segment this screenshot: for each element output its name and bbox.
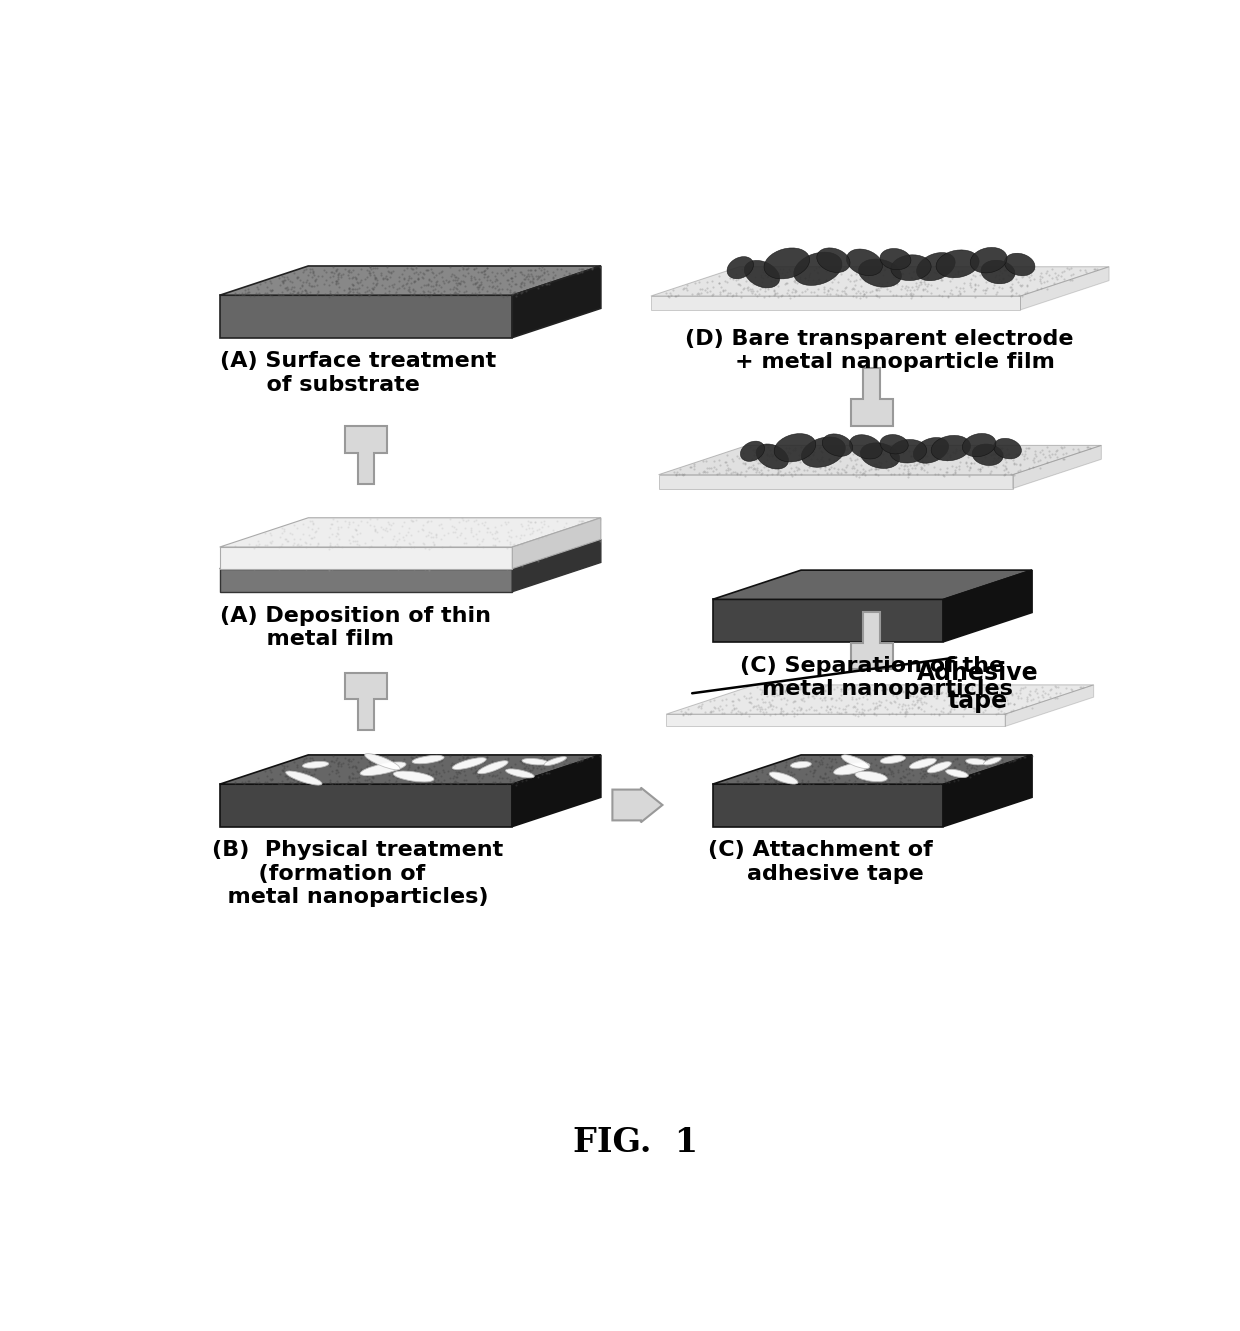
Polygon shape <box>944 570 1032 642</box>
Ellipse shape <box>727 257 754 278</box>
Text: (C) Separation of the
    metal nanoparticles: (C) Separation of the metal nanoparticle… <box>730 656 1013 699</box>
Polygon shape <box>219 547 512 568</box>
Polygon shape <box>512 755 601 827</box>
Text: (A) Surface treatment
      of substrate: (A) Surface treatment of substrate <box>219 351 496 395</box>
Ellipse shape <box>801 437 846 467</box>
Ellipse shape <box>880 249 911 270</box>
Polygon shape <box>666 685 1094 715</box>
Ellipse shape <box>412 756 444 764</box>
Polygon shape <box>658 446 1101 475</box>
Ellipse shape <box>522 759 548 765</box>
Ellipse shape <box>931 435 971 461</box>
Ellipse shape <box>453 757 486 769</box>
Text: Adhesive
tape: Adhesive tape <box>918 662 1039 713</box>
Polygon shape <box>512 518 601 568</box>
Polygon shape <box>666 715 1006 727</box>
Ellipse shape <box>764 248 810 280</box>
Polygon shape <box>851 612 893 669</box>
Text: (A) Deposition of thin
      metal film: (A) Deposition of thin metal film <box>219 606 491 648</box>
Ellipse shape <box>1004 253 1035 276</box>
Ellipse shape <box>769 772 799 784</box>
Polygon shape <box>944 755 1032 827</box>
Ellipse shape <box>744 261 780 287</box>
Ellipse shape <box>858 260 901 287</box>
Ellipse shape <box>774 434 816 462</box>
Ellipse shape <box>756 445 789 469</box>
Polygon shape <box>345 426 387 484</box>
Polygon shape <box>658 475 1013 488</box>
Ellipse shape <box>946 769 968 777</box>
Text: (B)  Physical treatment
      (formation of
  metal nanoparticles): (B) Physical treatment (formation of met… <box>212 840 503 906</box>
Ellipse shape <box>983 757 1001 765</box>
Polygon shape <box>713 599 944 642</box>
Polygon shape <box>1021 266 1109 310</box>
Ellipse shape <box>393 771 434 781</box>
Ellipse shape <box>847 249 883 276</box>
Ellipse shape <box>791 761 811 768</box>
Polygon shape <box>219 568 512 592</box>
Polygon shape <box>219 266 601 295</box>
Text: (C) Attachment of
    adhesive tape: (C) Attachment of adhesive tape <box>708 840 932 884</box>
Ellipse shape <box>936 250 980 278</box>
Polygon shape <box>219 295 512 338</box>
Ellipse shape <box>285 771 322 785</box>
Ellipse shape <box>861 443 899 469</box>
Polygon shape <box>651 295 1021 310</box>
Polygon shape <box>651 266 1109 295</box>
Polygon shape <box>713 784 944 827</box>
Ellipse shape <box>962 434 996 457</box>
Ellipse shape <box>303 761 329 768</box>
Ellipse shape <box>544 756 567 765</box>
Ellipse shape <box>972 445 1003 466</box>
Polygon shape <box>1013 446 1101 488</box>
Ellipse shape <box>740 441 765 462</box>
Ellipse shape <box>914 438 949 463</box>
Ellipse shape <box>928 761 951 773</box>
Polygon shape <box>713 570 1032 599</box>
Ellipse shape <box>909 759 936 769</box>
Polygon shape <box>512 266 601 338</box>
Polygon shape <box>1006 685 1094 727</box>
Text: FIG.  1: FIG. 1 <box>573 1126 698 1159</box>
Ellipse shape <box>794 252 842 285</box>
Ellipse shape <box>506 769 534 777</box>
Polygon shape <box>851 369 893 426</box>
Ellipse shape <box>916 253 955 281</box>
Polygon shape <box>613 788 662 823</box>
Ellipse shape <box>365 753 401 769</box>
Polygon shape <box>713 755 1032 784</box>
Polygon shape <box>512 539 601 592</box>
Ellipse shape <box>981 261 1014 284</box>
Ellipse shape <box>993 438 1022 459</box>
Ellipse shape <box>970 248 1007 273</box>
Polygon shape <box>219 755 601 784</box>
Ellipse shape <box>849 435 882 459</box>
Ellipse shape <box>890 254 931 281</box>
Ellipse shape <box>477 761 508 773</box>
Ellipse shape <box>842 755 869 768</box>
Polygon shape <box>219 784 512 827</box>
Ellipse shape <box>822 434 853 457</box>
Ellipse shape <box>880 756 905 764</box>
Ellipse shape <box>856 772 888 781</box>
Ellipse shape <box>890 439 926 463</box>
Polygon shape <box>345 672 387 731</box>
Polygon shape <box>219 518 601 547</box>
Ellipse shape <box>817 248 851 273</box>
Ellipse shape <box>360 761 405 776</box>
Ellipse shape <box>966 759 987 765</box>
Ellipse shape <box>833 763 869 775</box>
Text: (D) Bare transparent electrode
    + metal nanoparticle film: (D) Bare transparent electrode + metal n… <box>686 329 1074 373</box>
Polygon shape <box>219 539 601 568</box>
Ellipse shape <box>880 434 908 454</box>
